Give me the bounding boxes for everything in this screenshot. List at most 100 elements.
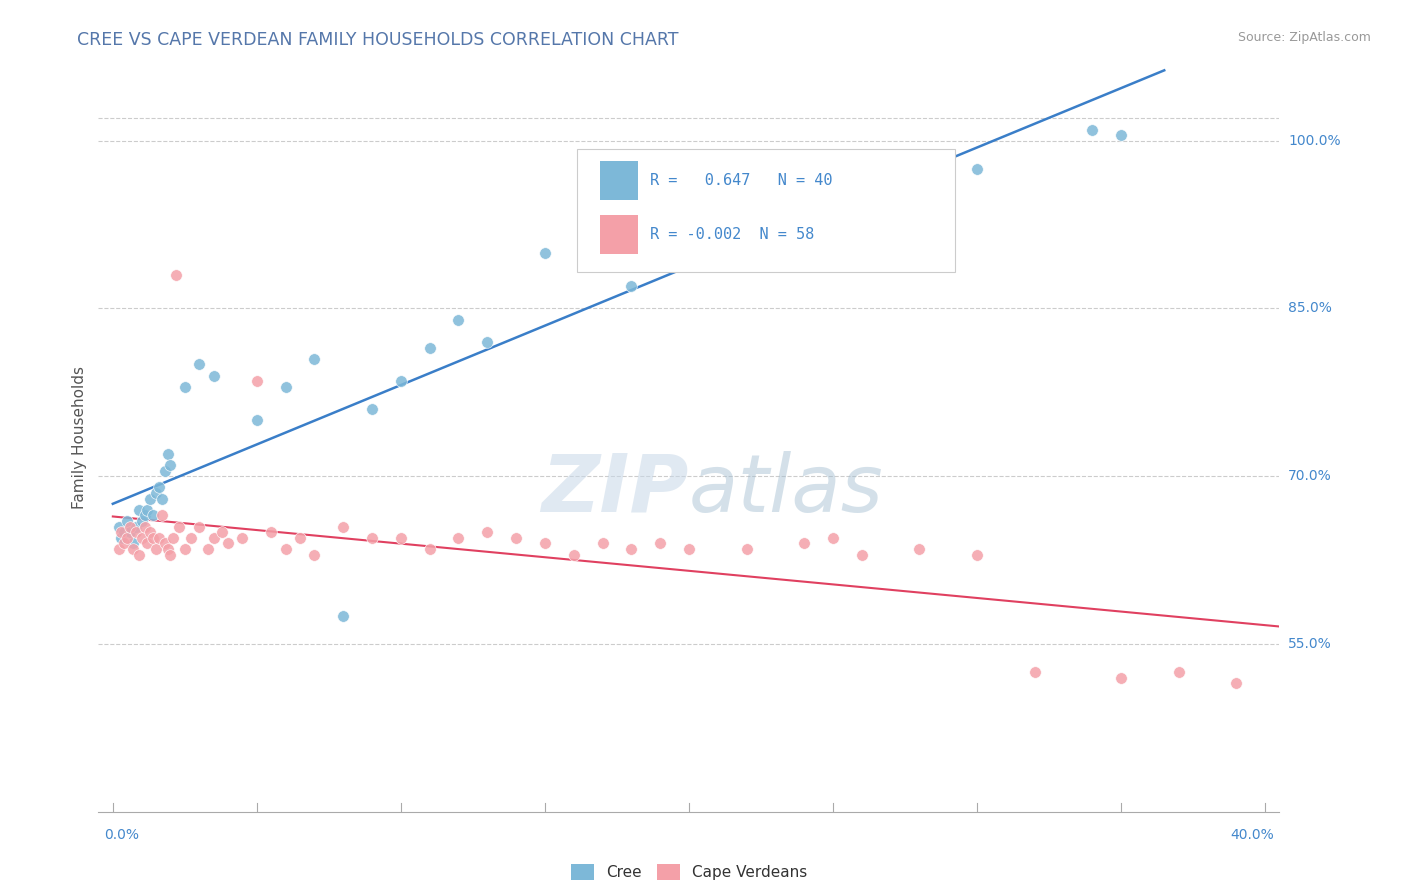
Point — [592, 228, 614, 243]
Text: atlas: atlas — [689, 450, 884, 529]
Point — [361, 402, 384, 417]
Point — [145, 486, 167, 500]
Point — [966, 161, 988, 176]
Text: 70.0%: 70.0% — [1288, 469, 1331, 483]
Point — [650, 536, 672, 550]
Point — [505, 531, 527, 545]
Point — [246, 374, 269, 388]
Point — [128, 548, 150, 562]
Point — [112, 525, 135, 540]
Text: Source: ZipAtlas.com: Source: ZipAtlas.com — [1237, 31, 1371, 45]
Point — [477, 334, 499, 349]
Point — [477, 525, 499, 540]
Point — [142, 531, 165, 545]
Point — [159, 458, 181, 472]
Point — [562, 548, 585, 562]
Point — [274, 541, 297, 556]
Point — [153, 464, 176, 478]
Point — [134, 508, 156, 523]
Point — [139, 525, 162, 540]
Point — [110, 531, 132, 545]
Point — [128, 502, 150, 516]
Point — [112, 536, 135, 550]
Point — [211, 525, 233, 540]
Point — [1167, 665, 1189, 679]
Point — [447, 531, 470, 545]
Point — [131, 531, 153, 545]
Point — [332, 609, 354, 624]
Point — [159, 548, 181, 562]
Point — [304, 351, 326, 366]
Point — [332, 519, 354, 533]
Point — [1225, 676, 1247, 690]
Point — [1081, 122, 1104, 136]
FancyBboxPatch shape — [600, 161, 638, 200]
Text: R = -0.002  N = 58: R = -0.002 N = 58 — [650, 227, 814, 243]
Point — [678, 240, 700, 254]
Point — [304, 548, 326, 562]
Point — [115, 514, 138, 528]
Text: 85.0%: 85.0% — [1288, 301, 1331, 316]
Point — [145, 541, 167, 556]
Point — [165, 268, 187, 282]
Text: 0.0%: 0.0% — [104, 829, 139, 843]
Point — [1109, 128, 1132, 142]
Legend: Cree, Cape Verdeans: Cree, Cape Verdeans — [565, 858, 813, 887]
Point — [120, 519, 142, 533]
Point — [534, 536, 557, 550]
Point — [122, 541, 145, 556]
Text: ZIP: ZIP — [541, 450, 689, 529]
Point — [260, 525, 283, 540]
Point — [110, 525, 132, 540]
Point — [793, 536, 815, 550]
Point — [534, 245, 557, 260]
Point — [288, 531, 311, 545]
Point — [142, 508, 165, 523]
Point — [821, 201, 844, 215]
Point — [156, 447, 179, 461]
Point — [150, 491, 173, 506]
Point — [136, 536, 159, 550]
Point — [1024, 665, 1046, 679]
Point — [447, 312, 470, 326]
Point — [389, 531, 412, 545]
Point — [139, 491, 162, 506]
Point — [202, 531, 225, 545]
Point — [217, 536, 239, 550]
Point — [148, 480, 170, 494]
Point — [246, 413, 269, 427]
Point — [197, 541, 219, 556]
Point — [1109, 671, 1132, 685]
Point — [173, 541, 195, 556]
Point — [389, 374, 412, 388]
Point — [122, 536, 145, 550]
Point — [136, 502, 159, 516]
Point — [851, 548, 873, 562]
Point — [188, 519, 211, 533]
Point — [592, 536, 614, 550]
Text: CREE VS CAPE VERDEAN FAMILY HOUSEHOLDS CORRELATION CHART: CREE VS CAPE VERDEAN FAMILY HOUSEHOLDS C… — [77, 31, 679, 49]
Point — [115, 531, 138, 545]
Point — [156, 541, 179, 556]
Point — [678, 541, 700, 556]
Point — [620, 279, 643, 293]
Point — [153, 536, 176, 550]
Point — [274, 380, 297, 394]
Point — [131, 514, 153, 528]
Point — [162, 531, 184, 545]
Point — [167, 519, 190, 533]
Y-axis label: Family Households: Family Households — [72, 366, 87, 508]
Point — [125, 525, 148, 540]
Point — [419, 541, 441, 556]
Point — [180, 531, 202, 545]
Point — [419, 341, 441, 355]
Point — [231, 531, 253, 545]
Point — [120, 525, 142, 540]
Point — [735, 235, 758, 249]
Text: 100.0%: 100.0% — [1288, 134, 1341, 148]
FancyBboxPatch shape — [600, 215, 638, 254]
Point — [361, 531, 384, 545]
Point — [908, 541, 931, 556]
Point — [620, 541, 643, 556]
Text: R =   0.647   N = 40: R = 0.647 N = 40 — [650, 172, 832, 187]
